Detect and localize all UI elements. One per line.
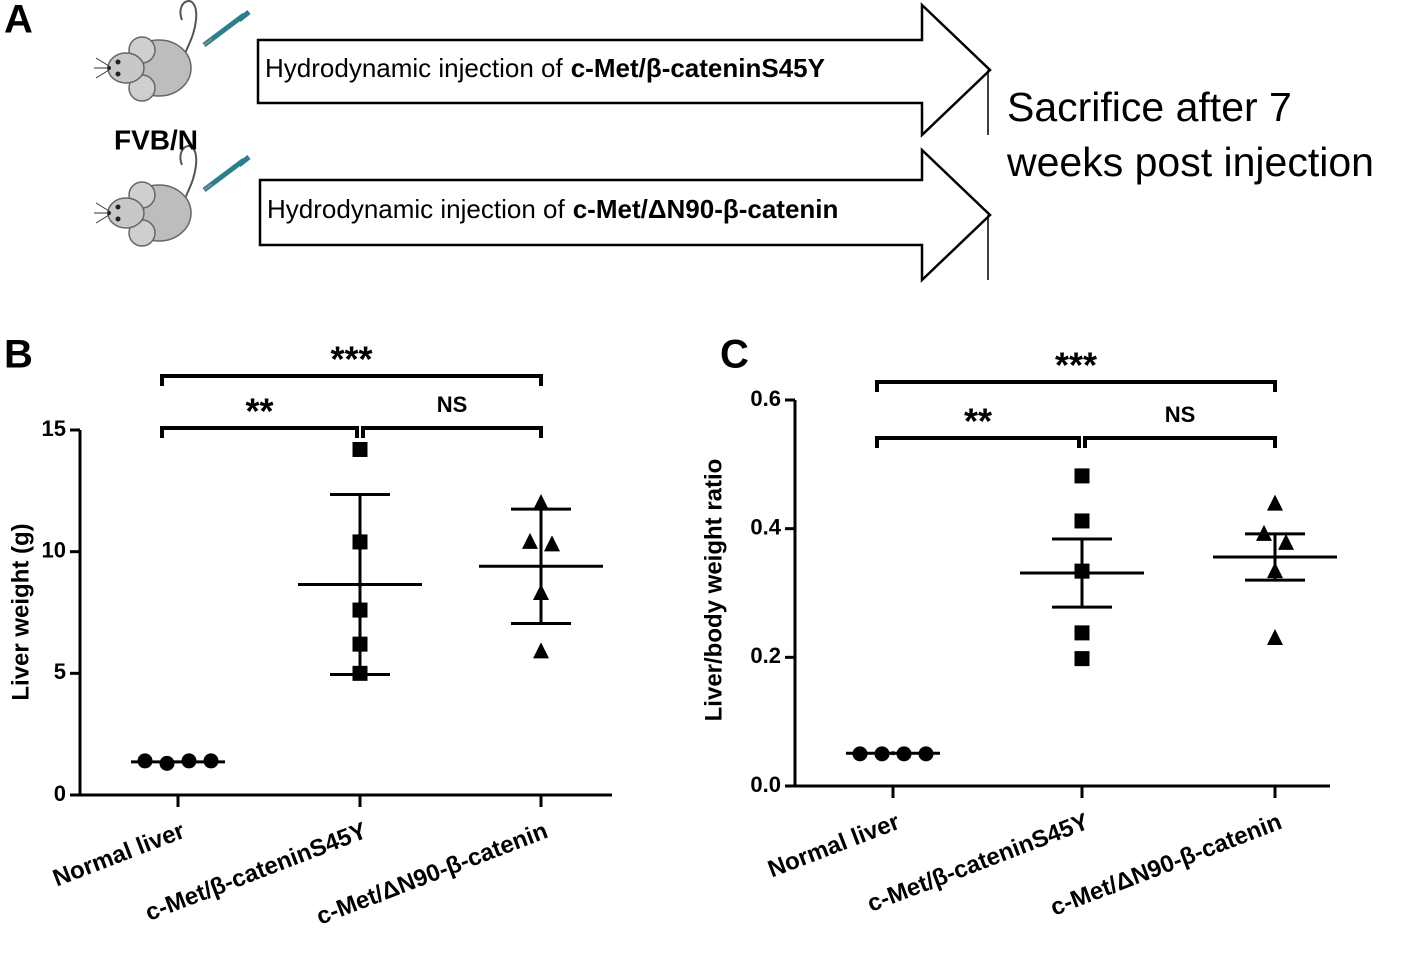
- injection-prefix: Hydrodynamic injection of: [265, 53, 563, 83]
- construct: c-Met/β-cateninS45Y: [571, 53, 825, 83]
- error-bar: [1245, 532, 1305, 582]
- error-bar: [511, 507, 571, 625]
- significance-label: **: [964, 401, 992, 442]
- y-tick-label: 5: [54, 659, 66, 684]
- outcome-text: Sacrifice after 7: [1007, 84, 1292, 130]
- outcome-text: weeks post injection: [1006, 139, 1374, 185]
- y-tick-label: 0: [54, 781, 66, 806]
- panel-label: C: [720, 333, 749, 377]
- error-bar: [330, 492, 390, 677]
- significance-bracket: [160, 426, 359, 438]
- strain-label: FVB/N: [114, 124, 198, 155]
- x-tick-label: Normal liver: [49, 817, 188, 892]
- injection-label: Hydrodynamic injection of c-Met/ΔN90-β-ca…: [267, 194, 838, 224]
- y-tick-label: 0.6: [750, 386, 781, 411]
- significance-bracket: [160, 374, 543, 386]
- y-tick-label: 0.4: [750, 514, 781, 539]
- arrow: [258, 147, 992, 283]
- data-point: [544, 535, 560, 552]
- data-point: [352, 441, 368, 457]
- error-bar: [1052, 537, 1112, 609]
- data-point: [1267, 629, 1283, 646]
- injection-prefix: Hydrodynamic injection of: [267, 194, 565, 224]
- significance-label: NS: [437, 392, 468, 417]
- y-axis-label: Liver weight (g): [7, 523, 34, 700]
- data-point: [1074, 625, 1090, 641]
- significance-bracket: [1083, 436, 1277, 448]
- data-point: [1074, 513, 1090, 529]
- data-point: [533, 494, 549, 510]
- data-point: [1074, 468, 1090, 484]
- panel-label: B: [4, 333, 33, 377]
- mouse-icon: [94, 1, 249, 101]
- y-tick-label: 10: [42, 537, 66, 562]
- data-point: [1278, 533, 1294, 550]
- y-tick-label: 0.0: [750, 772, 781, 797]
- construct: c-Met/ΔN90-β-catenin: [573, 194, 839, 224]
- data-point: [1267, 494, 1283, 511]
- significance-bracket: [875, 380, 1277, 392]
- y-tick-label: 0.2: [750, 643, 781, 668]
- arrow: [256, 2, 992, 138]
- significance-bracket: [875, 436, 1081, 448]
- significance-bracket: [361, 426, 543, 438]
- significance-label: **: [245, 391, 273, 432]
- significance-label: ***: [330, 339, 372, 380]
- panel-label: A: [4, 0, 33, 42]
- x-tick-label: Normal liver: [764, 808, 903, 883]
- data-point: [1074, 651, 1090, 667]
- data-point: [522, 532, 538, 549]
- y-tick-label: 15: [42, 416, 66, 441]
- y-axis-label: Liver/body weight ratio: [700, 459, 727, 722]
- mouse-icon: [94, 146, 249, 246]
- significance-label: NS: [1165, 402, 1196, 427]
- injection-label: Hydrodynamic injection of c-Met/β-catenin…: [265, 53, 825, 83]
- significance-label: ***: [1055, 345, 1097, 386]
- data-point: [533, 642, 549, 659]
